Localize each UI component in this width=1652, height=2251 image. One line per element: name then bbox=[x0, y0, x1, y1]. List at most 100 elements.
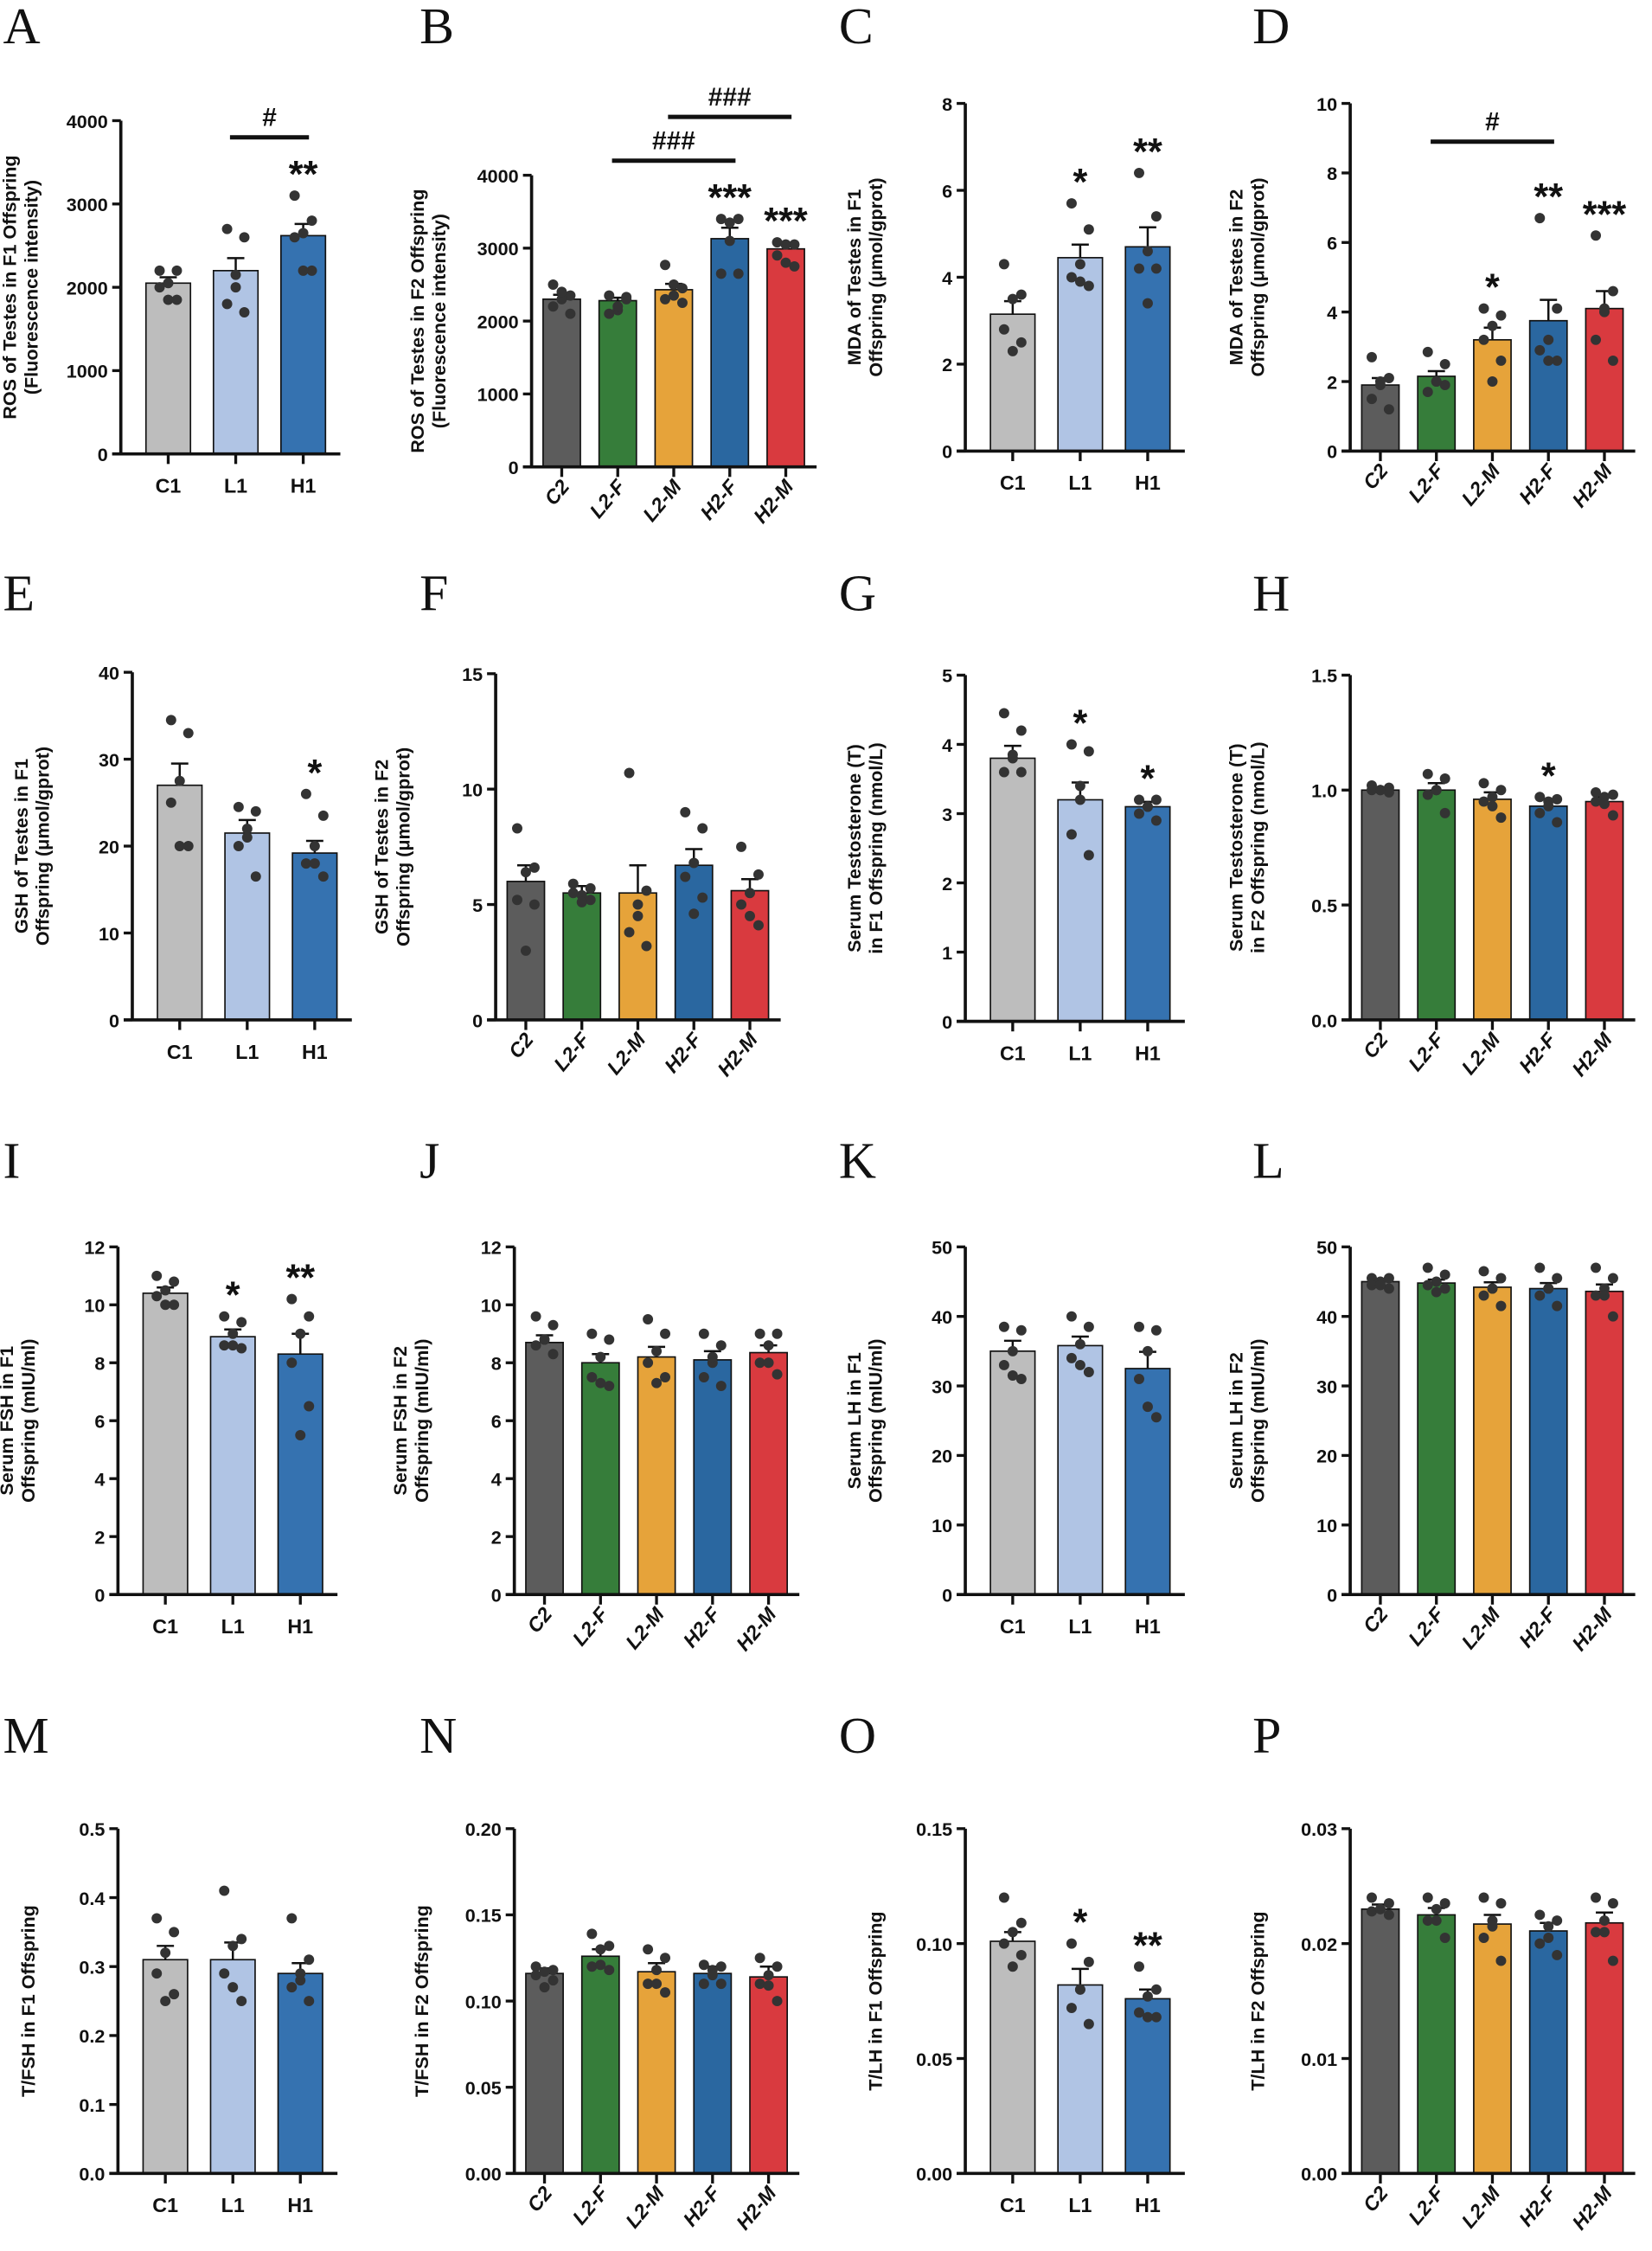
y-tick-label: 20 bbox=[99, 836, 119, 857]
data-point bbox=[641, 940, 652, 952]
y-tick-label: 4 bbox=[942, 734, 952, 756]
bar-l2-f bbox=[562, 892, 602, 1021]
data-point bbox=[165, 715, 176, 726]
data-point bbox=[1066, 2003, 1077, 2014]
data-point bbox=[1495, 785, 1507, 796]
data-point bbox=[547, 279, 559, 290]
data-point bbox=[1439, 1933, 1450, 1943]
data-point bbox=[286, 1913, 298, 1924]
data-point bbox=[1374, 785, 1386, 796]
data-point bbox=[1083, 850, 1094, 861]
data-point bbox=[1422, 1262, 1433, 1273]
data-point bbox=[1007, 749, 1018, 760]
data-point bbox=[1431, 1286, 1442, 1298]
y-tick-label: 0 bbox=[1327, 1584, 1337, 1606]
data-point bbox=[1607, 1955, 1618, 1966]
x-tick-label: H1 bbox=[1135, 2194, 1161, 2216]
data-point bbox=[1134, 167, 1144, 178]
x-tick-label: L2-F bbox=[568, 1602, 613, 1650]
data-point bbox=[547, 1965, 559, 1976]
y-axis-label: MDA of Testes in F1 bbox=[843, 189, 865, 366]
bar-c1 bbox=[989, 1350, 1036, 1595]
y-tick-label: 0.05 bbox=[916, 2049, 952, 2070]
data-point bbox=[715, 1961, 727, 1972]
bar-c1 bbox=[989, 1940, 1036, 2175]
data-point bbox=[174, 775, 185, 786]
data-point bbox=[227, 1982, 239, 1993]
data-point bbox=[604, 308, 615, 319]
data-point bbox=[1591, 786, 1602, 798]
bar-c1 bbox=[142, 1292, 189, 1595]
data-point bbox=[715, 268, 727, 279]
data-point bbox=[1422, 346, 1433, 357]
x-tick-label: H2-M bbox=[713, 1028, 762, 1081]
y-tick-label: 2 bbox=[94, 1526, 105, 1548]
data-point bbox=[697, 823, 708, 834]
x-tick-label: L1 bbox=[1068, 471, 1092, 494]
data-point bbox=[1383, 373, 1394, 383]
data-point bbox=[754, 1953, 765, 1964]
data-point bbox=[998, 259, 1009, 270]
bar-l2-f bbox=[580, 1955, 620, 2175]
y-tick-label: 0.10 bbox=[916, 1934, 952, 1955]
y-tick-label: 6 bbox=[491, 1411, 502, 1433]
y-tick-label: 5 bbox=[472, 895, 483, 916]
data-point bbox=[772, 1328, 783, 1339]
data-point bbox=[998, 1892, 1009, 1903]
y-tick-label: 0.5 bbox=[1311, 895, 1337, 916]
data-point bbox=[1150, 2011, 1162, 2023]
data-point bbox=[715, 1381, 727, 1392]
y-tick-label: 0.0 bbox=[79, 2164, 105, 2185]
data-point bbox=[651, 1345, 663, 1356]
y-tick-label: 1.0 bbox=[1311, 780, 1337, 802]
panel-e: E C1 L1 * H1 0 10 20 30 40 GSH of Testes in F1 Offs… bbox=[3, 565, 352, 1063]
data-point bbox=[643, 1357, 654, 1369]
data-point bbox=[632, 910, 644, 921]
y-axis-label: Offspring (μmol/gprot) bbox=[32, 747, 54, 946]
data-point bbox=[300, 788, 311, 799]
data-point bbox=[1074, 780, 1085, 792]
data-point bbox=[733, 214, 744, 225]
data-point bbox=[1007, 1345, 1018, 1356]
data-point bbox=[586, 1372, 598, 1382]
data-point bbox=[520, 867, 531, 878]
data-point bbox=[1422, 387, 1433, 398]
y-tick-label: 0.2 bbox=[79, 2025, 105, 2047]
data-point bbox=[1066, 1311, 1077, 1322]
data-point bbox=[763, 1970, 774, 1981]
data-point bbox=[1422, 1279, 1433, 1291]
data-point bbox=[1591, 334, 1602, 345]
data-point bbox=[651, 1978, 663, 1990]
data-point bbox=[530, 1961, 541, 1972]
x-tick-label: H2-M bbox=[1567, 459, 1617, 512]
comparison-label: # bbox=[1485, 107, 1500, 136]
data-point bbox=[219, 1885, 230, 1896]
data-point bbox=[789, 239, 800, 250]
y-axis-label: MDA of Testes in F2 bbox=[1226, 189, 1247, 366]
data-point bbox=[236, 1343, 247, 1354]
y-tick-label: 20 bbox=[1316, 1446, 1337, 1467]
x-tick-label: C1 bbox=[1000, 1615, 1026, 1638]
data-point bbox=[1066, 1352, 1077, 1363]
data-point bbox=[169, 1299, 180, 1311]
y-axis-label: T/LH in F2 Offspring bbox=[1246, 1911, 1268, 2090]
x-tick-label: C1 bbox=[167, 1041, 193, 1063]
x-tick-label: L2-F bbox=[586, 475, 631, 523]
data-point bbox=[298, 265, 309, 276]
data-point bbox=[789, 260, 800, 272]
y-tick-label: 1000 bbox=[477, 384, 519, 406]
panel-c: C C1 * L1 ** H1 0 2 4 6 8 MDA of Testes in F1 Offspr… bbox=[839, 0, 1185, 494]
significance-mark: ** bbox=[289, 154, 318, 196]
data-point bbox=[239, 232, 250, 243]
data-point bbox=[1142, 2011, 1153, 2023]
data-point bbox=[1015, 725, 1027, 736]
data-point bbox=[227, 1340, 239, 1351]
data-point bbox=[528, 899, 540, 910]
x-tick-label: L2-M bbox=[1457, 459, 1504, 510]
y-tick-label: 0 bbox=[109, 1010, 119, 1031]
y-tick-label: 0.00 bbox=[1301, 2164, 1337, 2185]
bar-h1 bbox=[277, 1972, 323, 2175]
y-tick-label: 1 bbox=[942, 942, 952, 964]
data-point bbox=[1150, 1412, 1162, 1423]
data-point bbox=[1134, 808, 1144, 819]
